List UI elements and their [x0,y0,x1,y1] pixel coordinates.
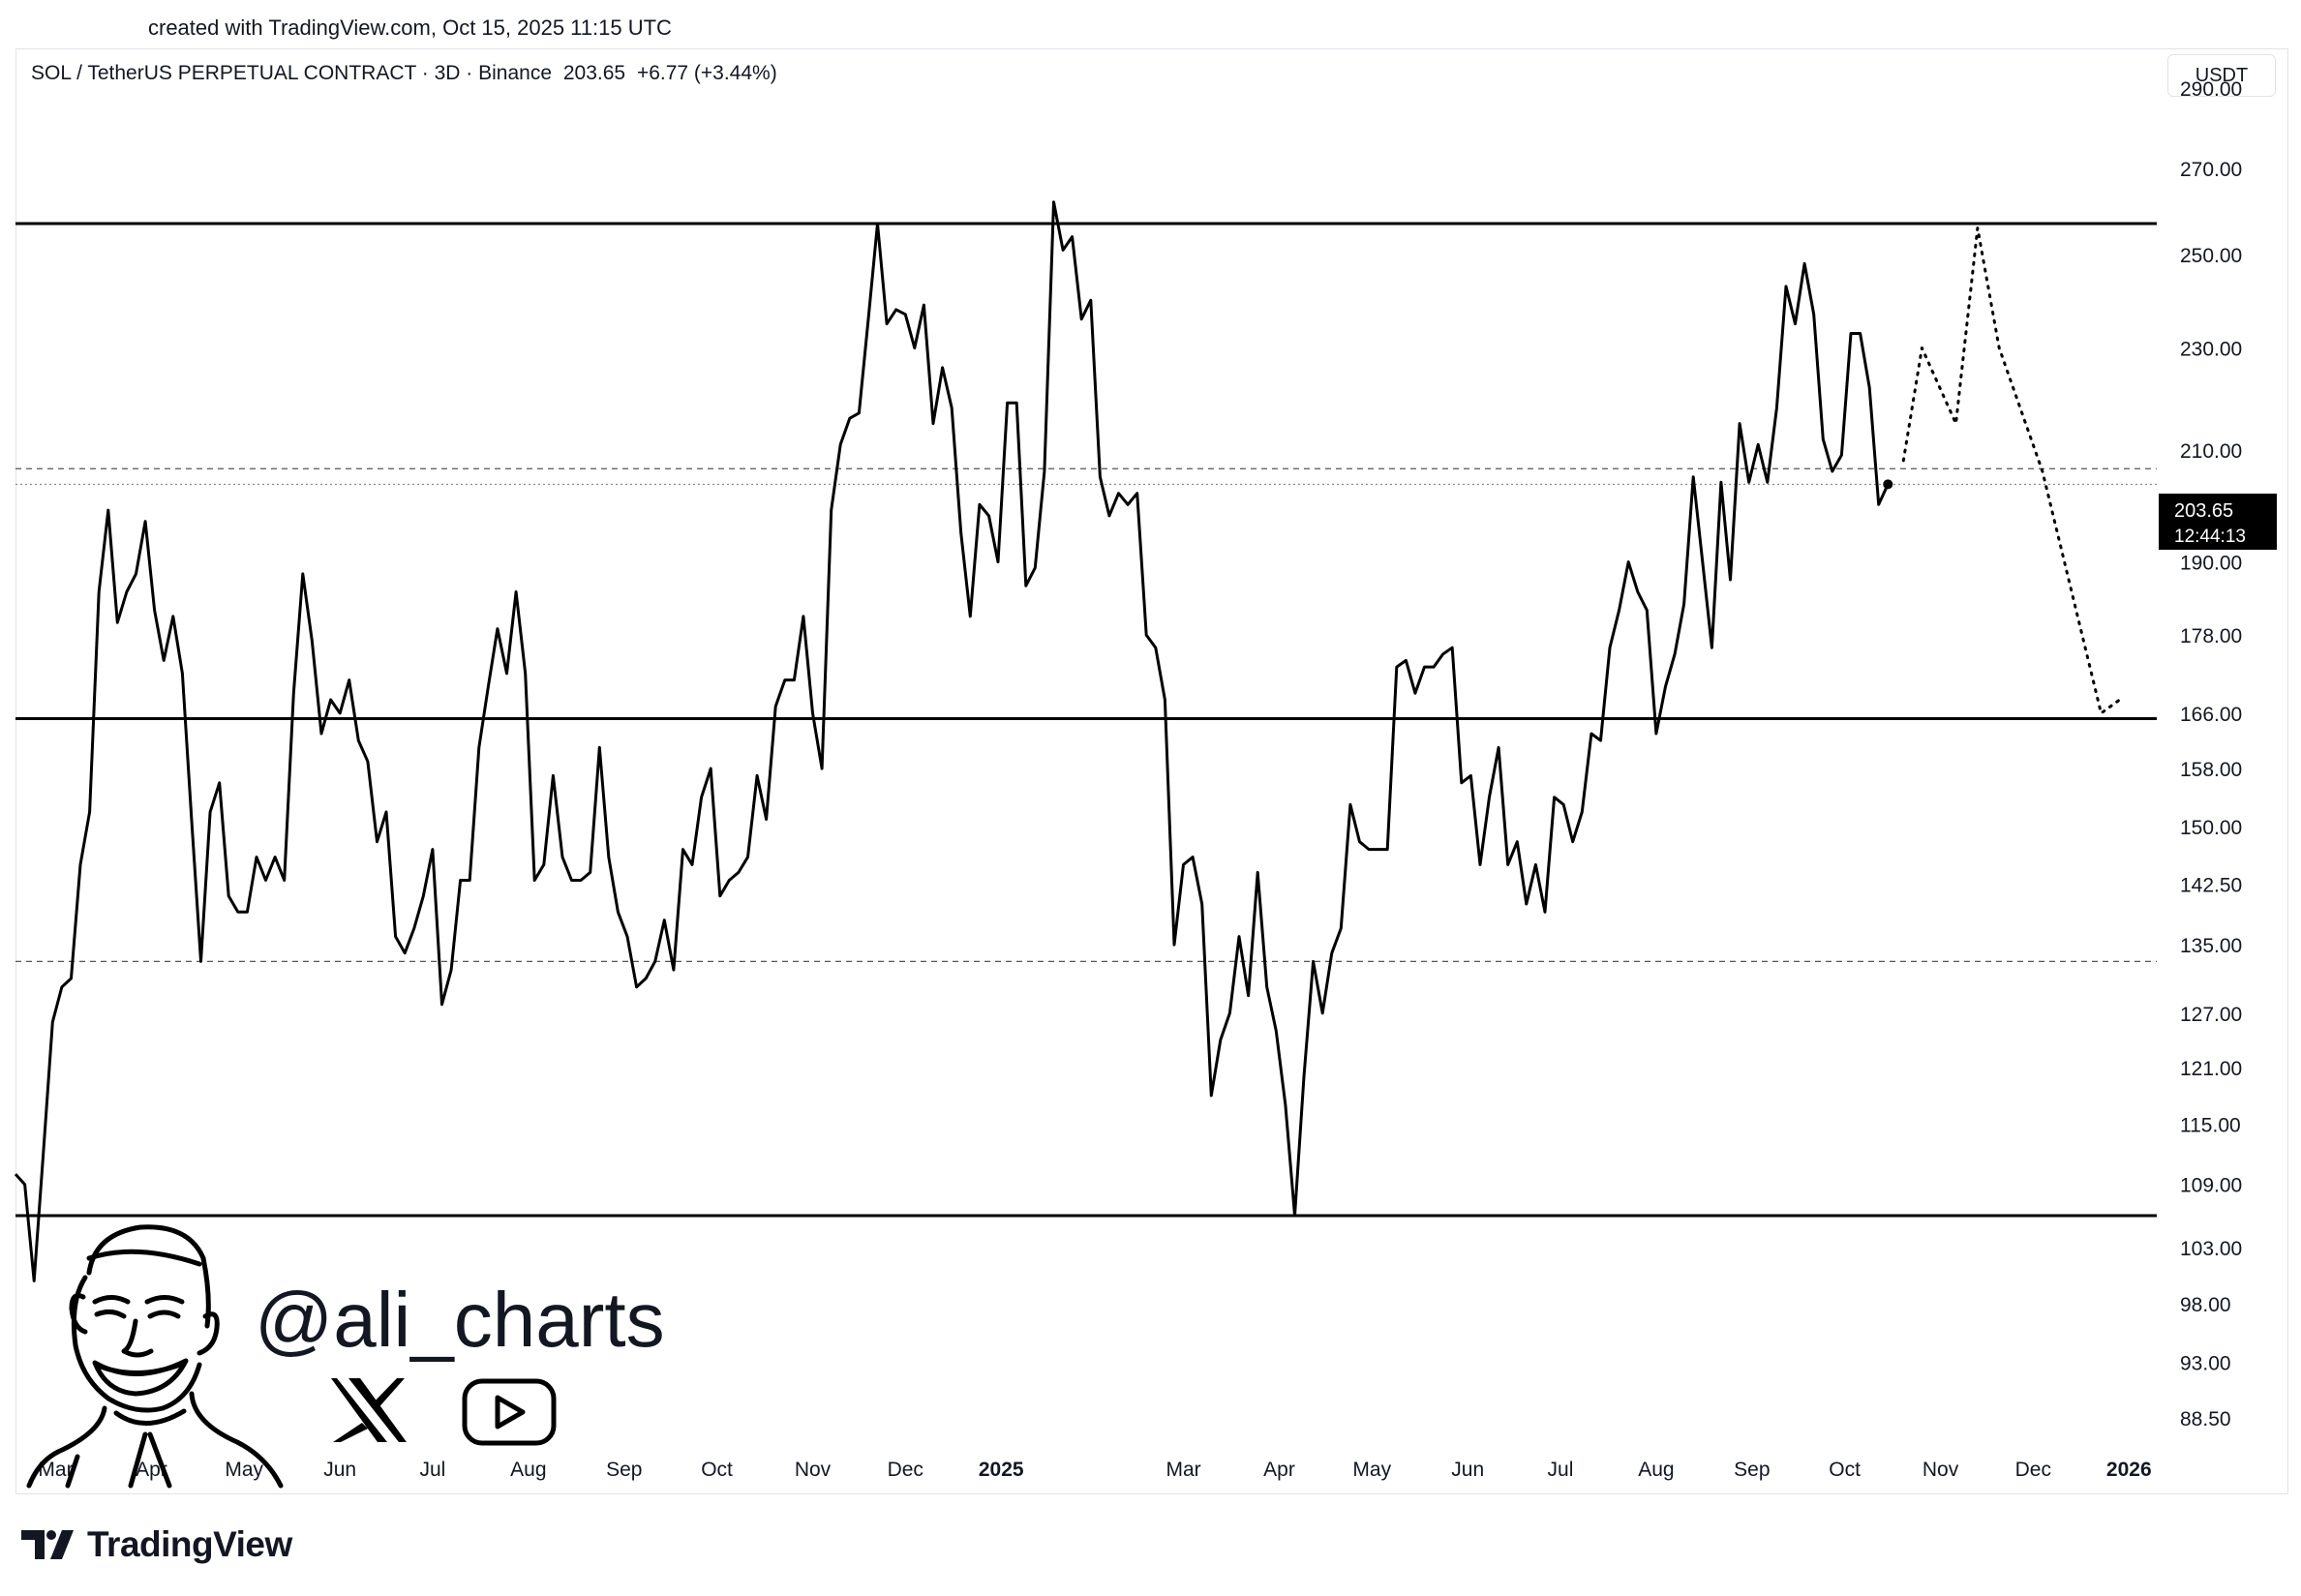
series-lines [14,200,2122,1282]
x-tick-label-13: May [1352,1459,1391,1481]
x-logo-icon[interactable] [331,1378,407,1442]
y-tick-label-17: 98.00 [2180,1294,2231,1316]
x-tick-label-10: 2025 [979,1459,1024,1481]
y-tick-label-6: 178.00 [2180,625,2242,647]
x-tick-label-8: Nov [795,1459,832,1481]
symbol-header: SOL / TetherUS PERPETUAL CONTRACT · 3D ·… [31,62,783,85]
y-tick-label-10: 142.50 [2180,875,2242,897]
last-price-tag-price: 203.65 [2174,500,2233,522]
x-tick-label-18: Oct [1829,1459,1861,1481]
chart-frame [15,48,2288,1494]
y-tick-label-1: 270.00 [2180,159,2242,181]
x-tick-label-2: May [225,1459,263,1481]
y-tick-label-9: 150.00 [2180,817,2242,839]
x-tick-label-20: Dec [2015,1459,2051,1481]
avatar-caricature [26,1224,284,1489]
y-tick-label-11: 135.00 [2180,935,2242,957]
horizontal-levels [15,222,2157,1218]
projection-line[interactable] [1901,226,2122,715]
x-tick-label-14: Jun [1451,1459,1484,1481]
y-tick-label-15: 109.00 [2180,1175,2242,1197]
currency-unit-button[interactable]: USDT [2167,54,2276,97]
x-tick-label-6: Sep [606,1459,642,1481]
x-tick-label-0: Mar [38,1459,73,1481]
y-tick-label-12: 127.00 [2180,1004,2242,1026]
time-axis: Mar Apr May Jun Jul Aug Sep Oct Nov Dec 2025 Mar Apr… [38,1459,2151,1481]
x-tick-label-11: Mar [1166,1459,1200,1481]
x-tick-label-16: Aug [1638,1459,1674,1481]
x-tick-label-19: Nov [1923,1459,1959,1481]
tradingview-logo-icon [21,1530,74,1559]
price-axis: 290.00 270.00 250.00 230.00 210.00 190.00 178.… [2180,78,2242,1430]
youtube-icon[interactable] [462,1378,557,1446]
y-tick-label-19: 88.50 [2180,1408,2231,1430]
y-tick-label-3: 230.00 [2180,339,2242,361]
y-tick-label-5: 190.00 [2180,553,2242,575]
y-tick-label-2: 250.00 [2180,245,2242,267]
last-price-tag-bg [2159,494,2277,550]
x-tick-label-7: Oct [701,1459,733,1481]
watermark-handle: @ali_charts [255,1277,665,1363]
x-tick-label-3: Jun [323,1459,356,1481]
y-tick-label-14: 115.00 [2180,1115,2241,1137]
y-tick-label-8: 158.00 [2180,759,2242,781]
x-tick-label-12: Apr [1263,1459,1295,1481]
symbol-change: +6.77 (+3.44%) [636,62,777,84]
symbol-last-price: 203.65 [562,62,626,84]
last-price-dot [1883,479,1893,490]
chart-credit: created with TradingView.com, Oct 15, 20… [148,15,672,40]
x-tick-label-15: Jul [1548,1459,1574,1481]
price-line[interactable] [14,200,1890,1282]
y-tick-label-0: 290.00 [2180,78,2242,101]
y-tick-label-18: 93.00 [2180,1352,2231,1374]
x-tick-label-17: Sep [1734,1459,1770,1481]
x-tick-label-9: Dec [888,1459,923,1481]
tradingview-logo-text: TradingView [87,1524,292,1564]
last-price-tag: 203.65 12:44:13 [2159,494,2277,550]
x-tick-label-5: Aug [510,1459,546,1481]
x-tick-label-21: 2026 [2106,1459,2152,1481]
y-tick-label-16: 103.00 [2180,1238,2242,1260]
tradingview-logo[interactable]: TradingView [19,1524,292,1565]
y-tick-label-4: 210.00 [2180,440,2242,463]
symbol-name[interactable]: SOL / TetherUS PERPETUAL CONTRACT · 3D ·… [31,62,553,84]
y-tick-label-13: 121.00 [2180,1058,2242,1080]
last-price-tag-countdown: 12:44:13 [2174,527,2246,547]
x-tick-label-4: Jul [419,1459,445,1481]
y-tick-label-7: 166.00 [2180,704,2242,726]
